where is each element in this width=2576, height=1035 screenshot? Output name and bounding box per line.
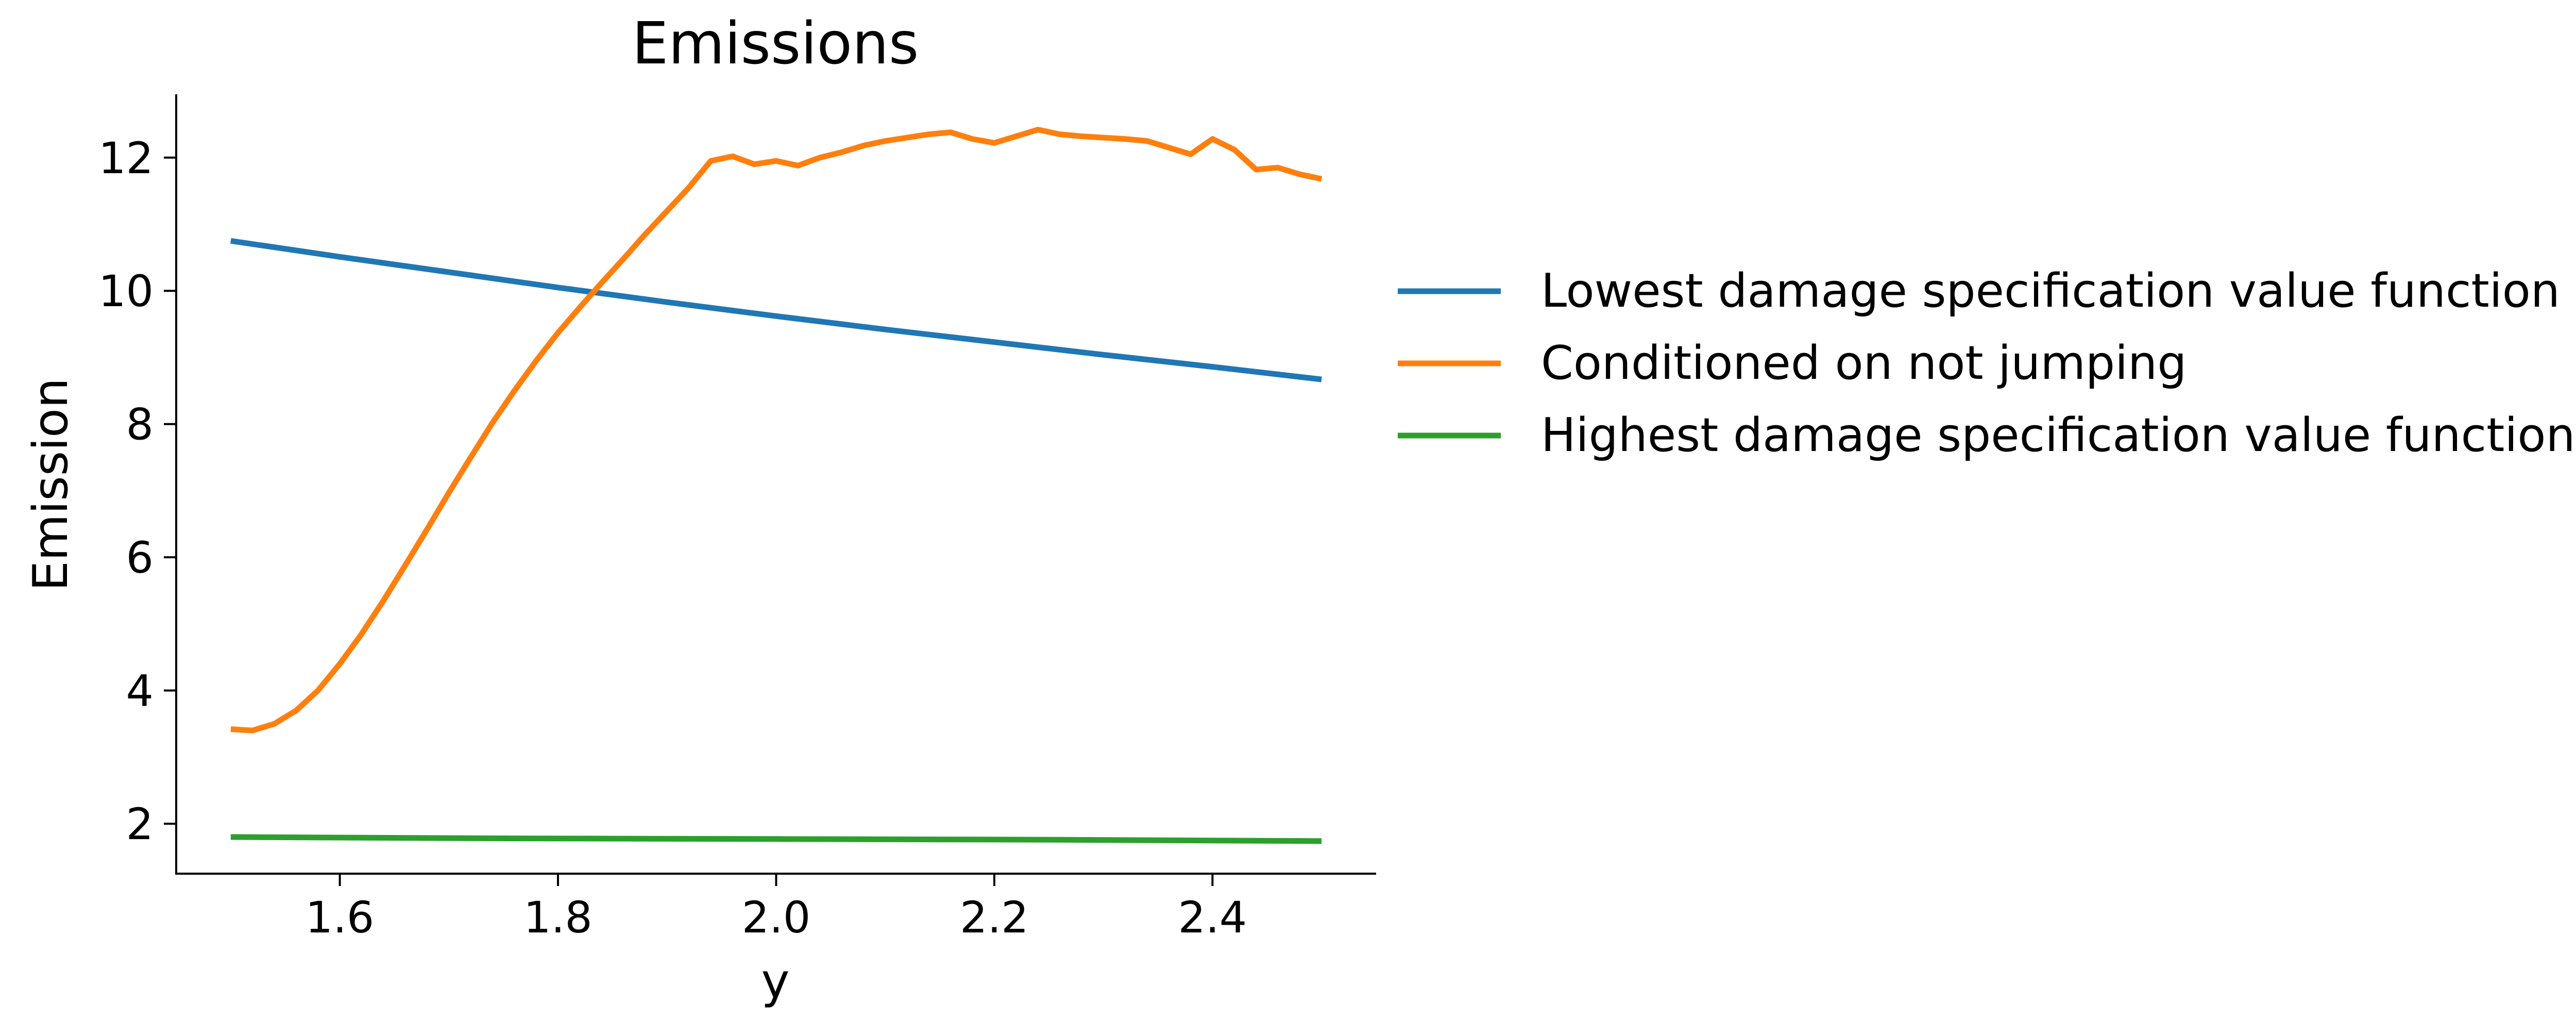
chart-title: Emissions [632, 10, 919, 77]
y-tick-label: 10 [98, 266, 154, 316]
x-axis-ticks: 1.6 1.8 2.0 2.2 2.4 [306, 874, 1247, 943]
y-axis-ticks: 2 4 6 8 10 12 [98, 133, 176, 849]
y-tick-label: 2 [126, 799, 154, 849]
x-tick-label: 2.2 [960, 892, 1029, 943]
plot-area: 1.6 1.8 2.0 2.2 2.4 2 4 6 8 10 12 [98, 94, 1376, 943]
x-tick-label: 1.8 [523, 892, 592, 943]
y-tick-label: 12 [98, 133, 154, 183]
legend-label-1: Lowest damage specification value functi… [1541, 264, 2560, 318]
legend: Lowest damage specification value functi… [1398, 264, 2575, 462]
legend-label-2: Conditioned on not jumping [1541, 336, 2187, 390]
series-layer [230, 127, 1323, 844]
y-tick-label: 4 [126, 666, 154, 716]
y-tick-label: 8 [126, 399, 154, 450]
legend-label-3: Highest damage specification value funct… [1541, 408, 2575, 462]
x-axis-label: y [761, 953, 789, 1009]
series-line-2 [230, 127, 1323, 733]
x-tick-label: 2.4 [1178, 892, 1247, 943]
x-tick-label: 1.6 [306, 892, 375, 943]
y-tick-label: 6 [126, 532, 154, 583]
series-line-1 [230, 238, 1322, 382]
y-axis-label: Emission [23, 378, 78, 591]
series-line-3 [230, 834, 1322, 844]
x-tick-label: 2.0 [742, 892, 811, 943]
